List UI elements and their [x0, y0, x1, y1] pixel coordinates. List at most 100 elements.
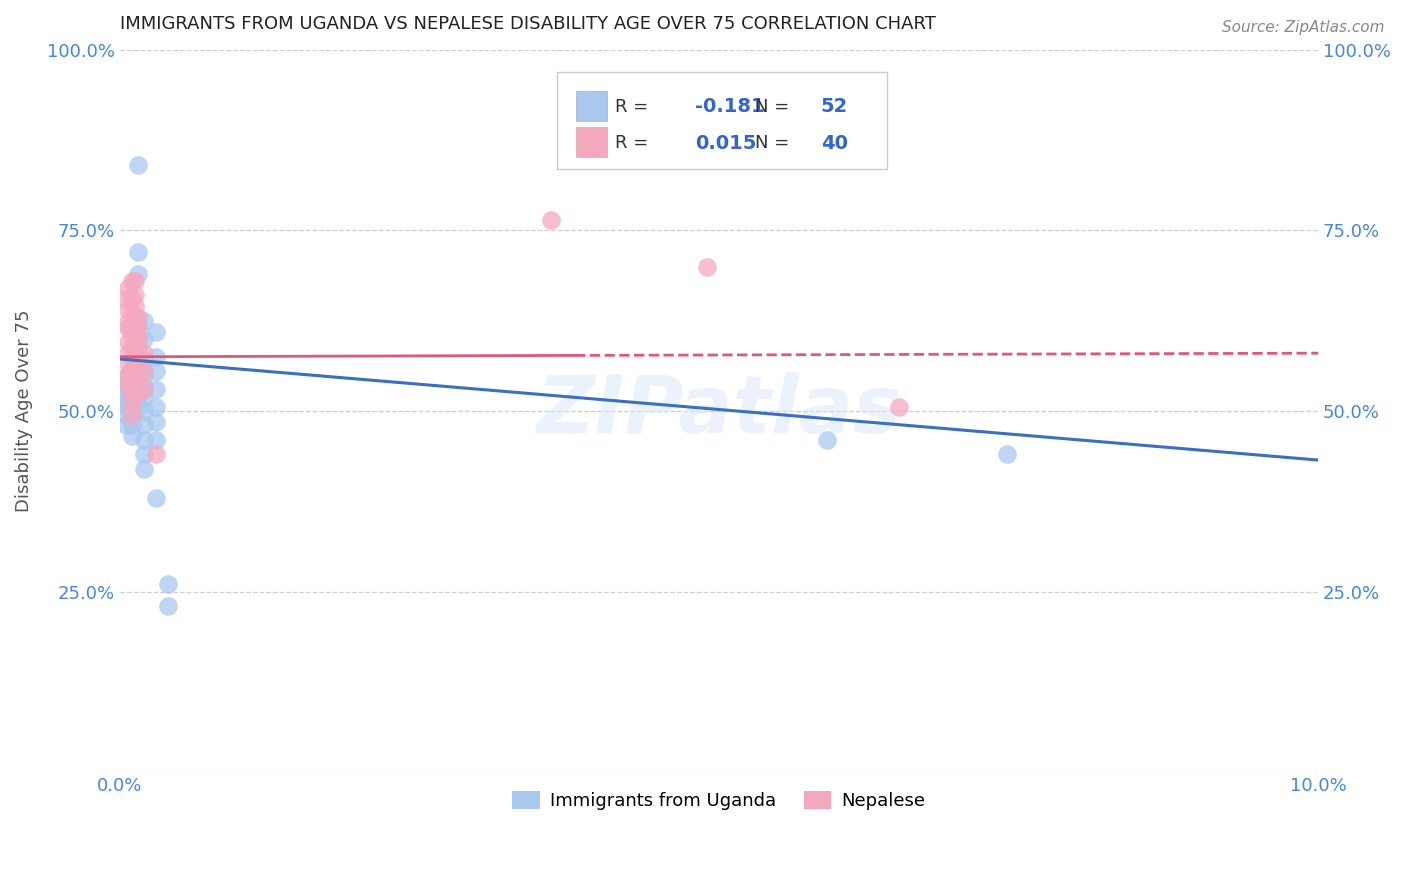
Point — [117, 335, 139, 350]
Point — [124, 299, 146, 313]
Point — [156, 577, 179, 591]
FancyBboxPatch shape — [576, 91, 607, 121]
Point — [117, 321, 139, 335]
Text: N =: N = — [755, 98, 794, 116]
Point — [117, 390, 139, 404]
Point — [114, 393, 136, 408]
Point — [121, 364, 143, 378]
Point — [121, 274, 143, 288]
Point — [121, 339, 143, 353]
Point — [132, 332, 155, 346]
FancyBboxPatch shape — [576, 128, 607, 158]
Point — [995, 447, 1018, 461]
Point — [124, 274, 146, 288]
Point — [114, 401, 136, 415]
Point — [127, 321, 149, 335]
Text: -0.181: -0.181 — [695, 97, 765, 116]
Point — [124, 360, 146, 375]
Point — [121, 397, 143, 411]
Point — [145, 447, 167, 461]
Y-axis label: Disability Age Over 75: Disability Age Over 75 — [15, 310, 32, 512]
Point — [132, 404, 155, 418]
Point — [121, 429, 143, 443]
Text: 52: 52 — [821, 97, 848, 116]
Point — [114, 382, 136, 396]
Point — [117, 346, 139, 360]
Point — [124, 288, 146, 302]
Text: 0.015: 0.015 — [695, 134, 756, 153]
Point — [114, 418, 136, 433]
Point — [121, 385, 143, 400]
Text: ZIPatlas: ZIPatlas — [537, 372, 901, 450]
Point — [127, 158, 149, 172]
Point — [127, 343, 149, 357]
Point — [121, 397, 143, 411]
Point — [887, 401, 910, 415]
Point — [124, 371, 146, 385]
Text: R =: R = — [614, 98, 654, 116]
Point — [132, 378, 155, 392]
Point — [121, 385, 143, 400]
Point — [132, 346, 155, 360]
Point — [132, 382, 155, 396]
Point — [124, 382, 146, 396]
Point — [117, 368, 139, 382]
Point — [132, 447, 155, 461]
Point — [132, 368, 155, 382]
Point — [127, 357, 149, 371]
Point — [117, 302, 139, 317]
Point — [124, 325, 146, 339]
Point — [127, 332, 149, 346]
Text: IMMIGRANTS FROM UGANDA VS NEPALESE DISABILITY AGE OVER 75 CORRELATION CHART: IMMIGRANTS FROM UGANDA VS NEPALESE DISAB… — [120, 15, 935, 33]
Point — [127, 357, 149, 371]
Point — [114, 408, 136, 422]
Point — [117, 378, 139, 392]
Point — [127, 318, 149, 332]
Point — [132, 353, 155, 368]
Point — [127, 310, 149, 324]
Point — [145, 325, 167, 339]
Legend: Immigrants from Uganda, Nepalese: Immigrants from Uganda, Nepalese — [505, 783, 932, 817]
Point — [114, 318, 136, 332]
Point — [132, 461, 155, 475]
Point — [696, 260, 718, 274]
Point — [145, 382, 167, 396]
Point — [145, 433, 167, 447]
Point — [145, 415, 167, 429]
Point — [117, 401, 139, 415]
Point — [114, 371, 136, 385]
Point — [127, 245, 149, 260]
Point — [156, 599, 179, 613]
Point — [127, 385, 149, 400]
Point — [132, 418, 155, 433]
Point — [117, 281, 139, 295]
Point — [127, 267, 149, 281]
Point — [127, 371, 149, 385]
Point — [127, 390, 149, 404]
Point — [121, 362, 143, 376]
Point — [132, 313, 155, 327]
Point — [121, 318, 143, 332]
Point — [124, 310, 146, 324]
FancyBboxPatch shape — [557, 71, 887, 169]
Point — [132, 390, 155, 404]
Point — [127, 368, 149, 382]
Point — [121, 292, 143, 306]
Point — [145, 350, 167, 364]
Point — [121, 374, 143, 388]
Point — [127, 346, 149, 360]
Text: Source: ZipAtlas.com: Source: ZipAtlas.com — [1222, 20, 1385, 35]
Text: 40: 40 — [821, 134, 848, 153]
Point — [121, 408, 143, 422]
Point — [132, 433, 155, 447]
Point — [145, 401, 167, 415]
Point — [121, 306, 143, 320]
Point — [121, 350, 143, 364]
Point — [132, 364, 155, 378]
Point — [121, 418, 143, 433]
Point — [114, 292, 136, 306]
Point — [145, 364, 167, 378]
Point — [117, 378, 139, 392]
Point — [121, 375, 143, 389]
Point — [540, 212, 562, 227]
